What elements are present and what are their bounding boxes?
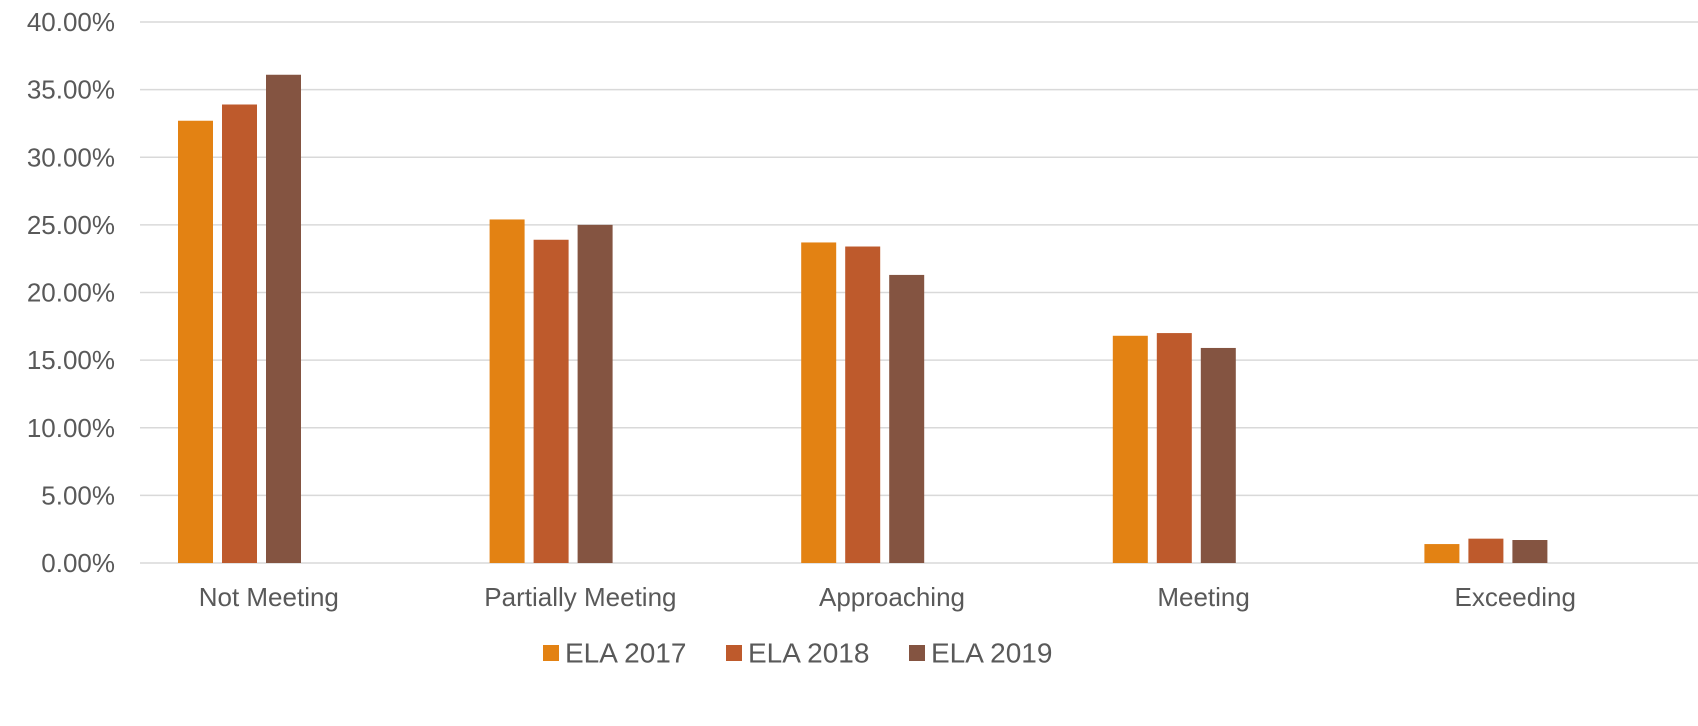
bar-ela-2018-meeting	[1156, 333, 1192, 563]
y-tick-label: 0.00%	[41, 548, 115, 578]
legend-swatch	[909, 645, 925, 661]
legend-label: ELA 2018	[748, 638, 869, 669]
bar-ela-2018-approaching	[845, 246, 881, 563]
bar-ela-2018-exceeding	[1468, 538, 1504, 563]
y-tick-label: 35.00%	[27, 75, 115, 105]
legend-item: ELA 2018	[726, 638, 869, 669]
y-tick-label: 25.00%	[27, 210, 115, 240]
y-axis-ticks: 0.00% 5.00% 10.00% 15.00% 20.00% 25.00% 30.00%…	[27, 7, 115, 578]
legend: ELA 2017 ELA 2018 ELA 2019	[543, 638, 1052, 669]
y-tick-label: 15.00%	[27, 345, 115, 375]
legend-item: ELA 2017	[543, 638, 686, 669]
legend-swatch	[726, 645, 742, 661]
bar-ela-2019-not-meeting	[266, 74, 301, 563]
bar-ela-2017-meeting	[1112, 335, 1148, 563]
legend-swatch	[543, 645, 559, 661]
legend-label: ELA 2017	[565, 638, 686, 669]
y-tick-label: 30.00%	[27, 142, 115, 172]
y-tick-label: 10.00%	[27, 413, 115, 443]
legend-item: ELA 2019	[909, 638, 1052, 669]
bar-ela-2017-exceeding	[1424, 544, 1460, 563]
y-tick-label: 40.00%	[27, 7, 115, 37]
x-category-label: Not Meeting	[199, 582, 339, 612]
bar-ela-2019-exceeding	[1512, 540, 1548, 563]
bar-ela-2017-approaching	[801, 242, 837, 563]
y-tick-label: 5.00%	[41, 480, 115, 510]
bar-ela-2019-partially-meeting	[577, 224, 613, 563]
x-axis-categories: Not Meeting Partially Meeting Approaching M…	[199, 582, 1576, 612]
x-category-label: Exceeding	[1454, 582, 1575, 612]
x-category-label: Partially Meeting	[484, 582, 676, 612]
legend-label: ELA 2019	[931, 638, 1052, 669]
bar-ela-2017-partially-meeting	[489, 219, 525, 563]
bar-ela-2019-approaching	[889, 274, 925, 563]
bar-ela-2018-partially-meeting	[533, 239, 569, 563]
y-tick-label: 20.00%	[27, 278, 115, 308]
bar-ela-2017-not-meeting	[178, 120, 213, 564]
bar-ela-2019-meeting	[1200, 347, 1236, 563]
x-category-label: Approaching	[819, 582, 965, 612]
x-category-label: Meeting	[1157, 582, 1250, 612]
bars	[178, 74, 1548, 564]
bar-ela-2018-not-meeting	[222, 104, 257, 563]
